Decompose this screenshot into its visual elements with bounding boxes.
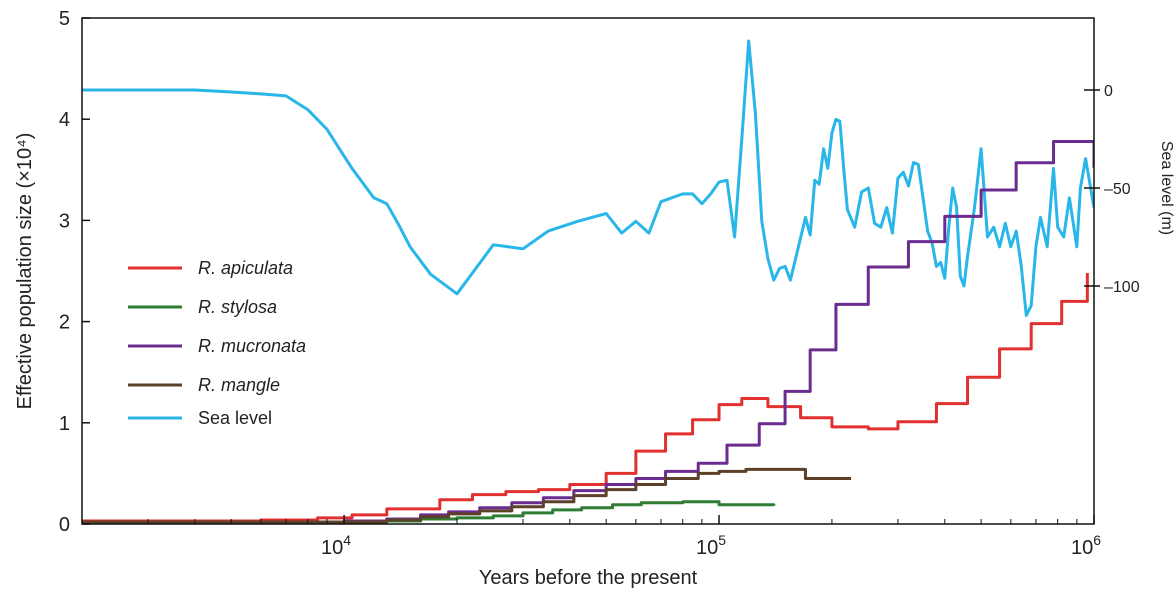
- legend-item: R. mucronata: [128, 336, 306, 356]
- y-tick-label: 3: [59, 210, 70, 232]
- legend-item: R. mangle: [128, 375, 280, 395]
- x-axis-label: Years before the present: [479, 567, 698, 589]
- x-axis-ticks: 104 105 106: [81, 515, 1101, 559]
- y-tick-label: 5: [59, 8, 70, 30]
- series-layer: [82, 39, 1094, 524]
- y2-axis-label: Sea level (m): [1158, 141, 1175, 235]
- y2-tick-label: –50: [1104, 181, 1131, 198]
- x-tick-label: 105: [696, 532, 726, 559]
- series-line-sea-level: [82, 39, 1094, 317]
- legend: R. apiculata R. stylosa R. mucronata R. man…: [128, 258, 306, 428]
- y-tick-label: 2: [59, 312, 70, 334]
- legend-label: R. stylosa: [198, 297, 277, 317]
- legend-label: Sea level: [198, 408, 272, 428]
- legend-item: R. stylosa: [128, 297, 277, 317]
- legend-item: Sea level: [128, 408, 272, 428]
- series-line-r-stylosa: [82, 500, 776, 524]
- y-tick-label: 0: [59, 514, 70, 536]
- y2-tick-label: –100: [1104, 279, 1140, 296]
- series-line-r-mangle: [82, 467, 852, 524]
- y2-tick-label: 0: [1104, 83, 1113, 100]
- y-axis-label: Effective population size (×10⁴): [14, 133, 36, 410]
- x-tick-label: 106: [1071, 532, 1101, 559]
- x-tick-label: 104: [321, 532, 351, 559]
- y-tick-label: 4: [59, 109, 70, 131]
- plot-frame: [81, 17, 1095, 525]
- series-line-r-mucronata: [82, 139, 1094, 524]
- series-line-r-apiculata: [82, 273, 1089, 523]
- y-axis-ticks: 0 1 2 3 4 5: [59, 8, 90, 536]
- legend-label: R. mangle: [198, 375, 280, 395]
- legend-label: R. apiculata: [198, 258, 293, 278]
- y-tick-label: 1: [59, 413, 70, 435]
- y2-axis-ticks: 0 –50 –100: [1084, 83, 1140, 296]
- legend-label: R. mucronata: [198, 336, 306, 356]
- legend-item: R. apiculata: [128, 258, 293, 278]
